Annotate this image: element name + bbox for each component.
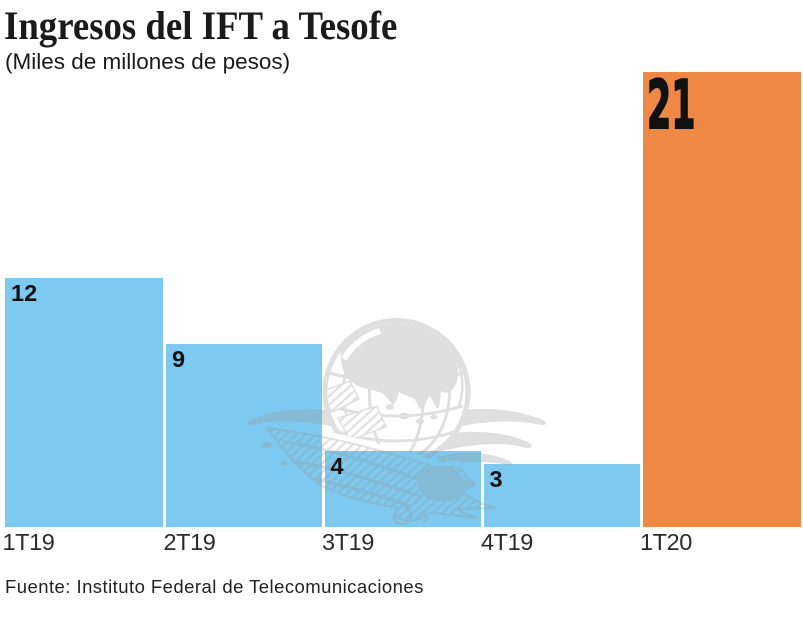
chart-title: Ingresos del IFT a Tesofe bbox=[4, 3, 398, 48]
x-axis-label-2t19: 2T19 bbox=[163, 529, 216, 555]
x-axis-label-1t20: 1T20 bbox=[640, 529, 692, 555]
chart-source: Fuente: Instituto Federal de Telecomunic… bbox=[5, 576, 424, 597]
value-label-3t19: 4 bbox=[330, 453, 344, 479]
bar-4t19 bbox=[483, 463, 640, 527]
x-axis-label-3t19: 3T19 bbox=[322, 529, 374, 555]
value-label-1t20: 21 bbox=[646, 65, 696, 144]
bar-2t19 bbox=[166, 343, 322, 527]
x-axis-label-1t19: 1T19 bbox=[2, 529, 55, 555]
value-label-2t19: 9 bbox=[172, 345, 186, 372]
value-label-4t19: 3 bbox=[489, 465, 503, 492]
value-label-1t19: 12 bbox=[11, 280, 38, 306]
bar-1t20 bbox=[642, 72, 801, 527]
bar-1t19 bbox=[5, 278, 163, 527]
bar-3t19 bbox=[324, 451, 481, 527]
chart-subtitle: (Miles de millones de pesos) bbox=[5, 49, 291, 74]
x-axis-label-4t19: 4T19 bbox=[481, 529, 533, 555]
